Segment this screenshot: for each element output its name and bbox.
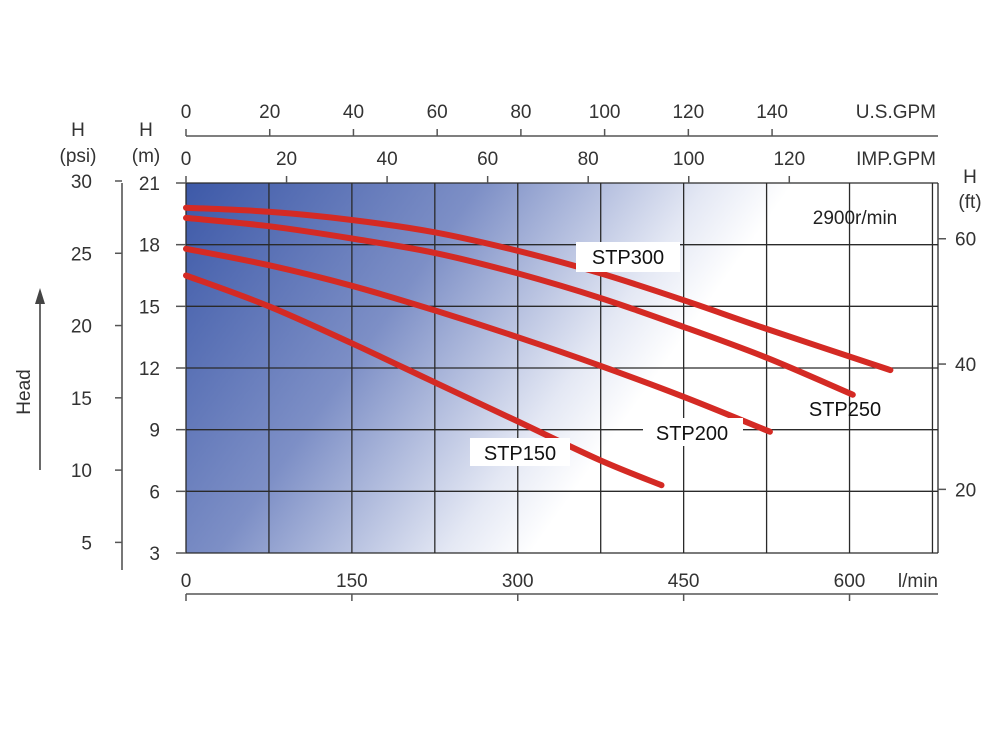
- imp-gpm-tick-label: 20: [276, 149, 297, 170]
- ft-tick-label: 40: [955, 355, 976, 376]
- imp-gpm-tick-label: 100: [673, 149, 705, 170]
- x-tick-label: 450: [668, 571, 700, 592]
- speed-label: 2900r/min: [813, 208, 898, 229]
- series-label-stp200: STP200: [643, 418, 743, 446]
- series-label-stp300: STP300: [576, 242, 680, 272]
- psi-tick-label: 30: [71, 172, 92, 193]
- imp-gpm-tick-label: 80: [578, 149, 599, 170]
- m-tick-label: 9: [149, 421, 160, 442]
- x-tick-label: 150: [336, 571, 368, 592]
- psi-tick-label: 5: [81, 533, 92, 554]
- series-label-text: STP300: [592, 247, 664, 269]
- imp-gpm-unit: IMP.GPM: [856, 149, 936, 170]
- imp-gpm-tick-label: 0: [181, 149, 192, 170]
- series-label-text: STP250: [809, 399, 881, 421]
- m-axis-title: H: [139, 120, 153, 141]
- curve-stp150: [183, 272, 665, 489]
- psi-tick-label: 20: [71, 317, 92, 338]
- ft-axis-unit: (ft): [958, 192, 981, 213]
- curve-stp200: [183, 245, 773, 435]
- psi-axis-title: H: [71, 120, 85, 141]
- psi-tick-label: 10: [71, 461, 92, 482]
- l-min-unit: l/min: [898, 571, 938, 592]
- curve-stp250: [183, 214, 856, 398]
- m-tick-label: 6: [149, 482, 160, 503]
- imp-gpm-tick-label: 60: [477, 149, 498, 170]
- psi-tick-label: 25: [71, 244, 92, 265]
- m-axis-unit: (m): [132, 146, 160, 167]
- psi-axis-unit: (psi): [60, 146, 97, 167]
- curve-stp300: [183, 204, 894, 374]
- series-label-text: STP150: [484, 443, 556, 465]
- x-tick-label: 600: [834, 571, 866, 592]
- up-arrow-icon: [35, 288, 45, 304]
- curves: [183, 204, 894, 489]
- m-tick-label: 18: [139, 236, 160, 257]
- m-tick-label: 15: [139, 297, 160, 318]
- us-gpm-unit: U.S.GPM: [856, 102, 936, 123]
- us-gpm-tick-label: 140: [756, 102, 788, 123]
- x-tick-label: 300: [502, 571, 534, 592]
- psi-tick-label: 15: [71, 389, 92, 410]
- imp-gpm-tick-label: 120: [773, 149, 805, 170]
- us-gpm-tick-label: 40: [343, 102, 364, 123]
- m-tick-label: 21: [139, 174, 160, 195]
- ft-tick-label: 60: [955, 230, 976, 251]
- us-gpm-tick-label: 60: [427, 102, 448, 123]
- tick-labels: 0 150 300 450 600 0 20 40 60 80 100 120 140 0 20 40 60 80…: [71, 102, 976, 601]
- us-gpm-tick-label: 0: [181, 102, 192, 123]
- series-label-stp150: STP150: [470, 438, 570, 466]
- us-gpm-tick-label: 20: [259, 102, 280, 123]
- us-gpm-tick-label: 120: [672, 102, 704, 123]
- x-tick-label: 0: [181, 571, 192, 592]
- head-label: Head: [14, 369, 35, 414]
- imp-gpm-tick-label: 40: [377, 149, 398, 170]
- grid: [185, 182, 939, 554]
- us-gpm-tick-label: 100: [589, 102, 621, 123]
- ft-axis-title: H: [963, 167, 977, 188]
- us-gpm-tick-label: 80: [510, 102, 531, 123]
- m-tick-label: 12: [139, 359, 160, 380]
- m-tick-label: 3: [149, 544, 160, 565]
- ft-tick-label: 20: [955, 480, 976, 501]
- series-label-stp250: STP250: [809, 399, 881, 421]
- series-label-text: STP200: [656, 423, 728, 445]
